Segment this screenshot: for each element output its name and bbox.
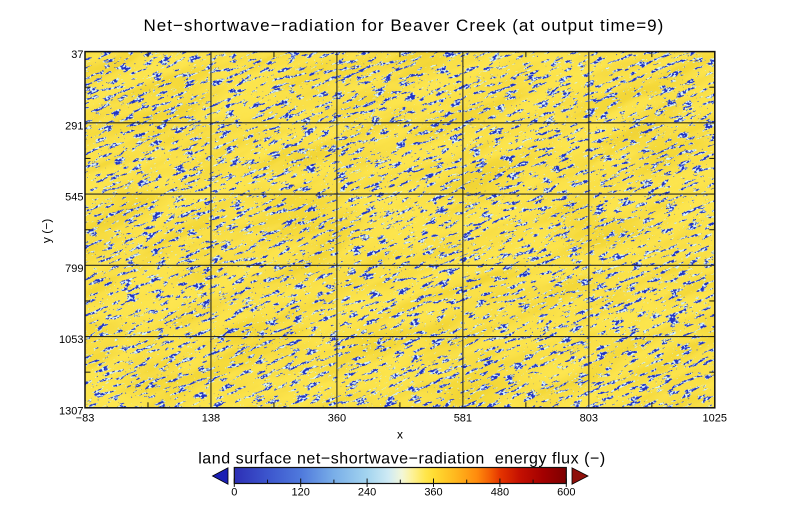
svg-text:799: 799 bbox=[65, 263, 83, 275]
svg-text:600: 600 bbox=[557, 486, 575, 498]
svg-text:480: 480 bbox=[491, 486, 509, 498]
svg-text:545: 545 bbox=[65, 192, 83, 204]
svg-text:803: 803 bbox=[580, 413, 598, 425]
svg-text:291: 291 bbox=[65, 120, 83, 132]
svg-text:x: x bbox=[397, 428, 403, 442]
svg-text:y (−): y (−) bbox=[40, 219, 54, 243]
svg-text:360: 360 bbox=[424, 486, 442, 498]
svg-text:1025: 1025 bbox=[703, 413, 727, 425]
svg-text:37: 37 bbox=[71, 49, 83, 61]
svg-text:−83: −83 bbox=[76, 413, 95, 425]
svg-text:land surface net−shortwave−rad: land surface net−shortwave−radiation ene… bbox=[198, 451, 606, 468]
svg-text:581: 581 bbox=[454, 413, 472, 425]
svg-text:1307: 1307 bbox=[59, 405, 83, 417]
svg-text:120: 120 bbox=[292, 486, 310, 498]
svg-text:Net−shortwave−radiation for Be: Net−shortwave−radiation for Beaver Creek… bbox=[143, 16, 664, 35]
svg-text:240: 240 bbox=[358, 486, 376, 498]
svg-text:1053: 1053 bbox=[59, 334, 83, 346]
svg-text:138: 138 bbox=[202, 413, 220, 425]
svg-text:0: 0 bbox=[231, 486, 237, 498]
svg-text:360: 360 bbox=[328, 413, 346, 425]
